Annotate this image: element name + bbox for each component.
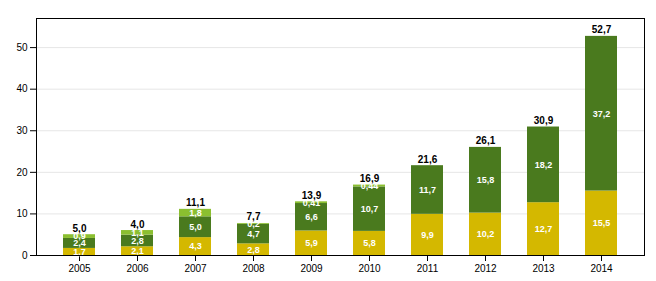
svg-text:11,7: 11,7 [419, 185, 436, 195]
svg-text:4,3: 4,3 [189, 241, 202, 251]
svg-text:2005: 2005 [68, 263, 91, 274]
svg-text:52,7: 52,7 [592, 24, 612, 35]
svg-text:30: 30 [16, 125, 28, 136]
svg-text:2013: 2013 [532, 263, 555, 274]
svg-text:18,2: 18,2 [535, 160, 553, 170]
svg-text:9,9: 9,9 [421, 230, 434, 240]
svg-text:21,6: 21,6 [418, 154, 438, 165]
svg-text:2008: 2008 [242, 263, 265, 274]
svg-text:2007: 2007 [184, 263, 207, 274]
svg-text:30,9: 30,9 [534, 115, 554, 126]
svg-text:20: 20 [16, 167, 28, 178]
svg-text:10,2: 10,2 [477, 229, 495, 239]
svg-text:2,4: 2,4 [73, 238, 86, 249]
svg-text:2010: 2010 [358, 263, 381, 274]
svg-text:11,1: 11,1 [186, 197, 205, 208]
svg-text:10,7: 10,7 [361, 204, 379, 214]
svg-text:37,2: 37,2 [593, 109, 611, 119]
svg-text:40: 40 [16, 83, 28, 94]
svg-text:1,7: 1,7 [73, 246, 86, 257]
svg-text:2006: 2006 [126, 263, 149, 274]
svg-text:5,0: 5,0 [73, 223, 87, 234]
svg-text:5,8: 5,8 [363, 238, 376, 248]
svg-text:16,9: 16,9 [360, 173, 380, 184]
svg-text:0,9: 0,9 [73, 231, 86, 242]
svg-text:0,41: 0,41 [302, 197, 321, 208]
svg-text:1,1: 1,1 [131, 227, 144, 238]
svg-text:2014: 2014 [590, 263, 613, 274]
svg-text:15,8: 15,8 [477, 175, 495, 185]
svg-text:2,8: 2,8 [247, 245, 260, 255]
svg-text:15,5: 15,5 [593, 218, 611, 228]
svg-text:7,7: 7,7 [247, 211, 261, 222]
svg-text:10: 10 [16, 208, 28, 219]
svg-text:13,9: 13,9 [302, 190, 322, 201]
svg-text:1,8: 1,8 [189, 208, 202, 218]
svg-text:2,8: 2,8 [131, 235, 144, 246]
svg-text:26,1: 26,1 [476, 135, 496, 146]
svg-text:6,6: 6,6 [305, 212, 318, 222]
svg-text:12,7: 12,7 [535, 224, 553, 234]
svg-text:50: 50 [16, 42, 28, 53]
svg-text:2009: 2009 [300, 263, 323, 274]
svg-text:5,9: 5,9 [305, 238, 318, 248]
svg-text:2,1: 2,1 [131, 246, 144, 256]
svg-text:2012: 2012 [474, 263, 497, 274]
svg-text:0,2: 0,2 [247, 218, 260, 229]
svg-text:5,0: 5,0 [189, 222, 202, 232]
svg-text:0,44: 0,44 [360, 180, 379, 191]
svg-text:2011: 2011 [417, 263, 439, 274]
svg-text:0: 0 [22, 250, 28, 261]
svg-text:4,7: 4,7 [247, 229, 260, 239]
svg-text:4,0: 4,0 [131, 219, 145, 230]
